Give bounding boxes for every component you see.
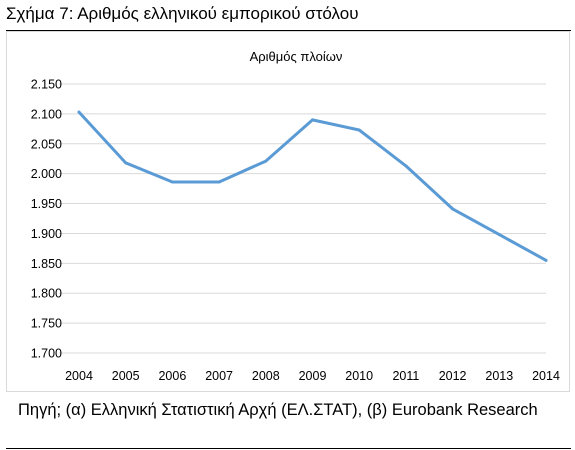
y-tick-label: 1.700 — [31, 347, 62, 361]
x-tick-label: 2013 — [485, 369, 513, 383]
data-point — [217, 180, 221, 184]
line-chart: Αριθμός πλοίων 1.700 1.750 1.800 1.850 1.900… — [6, 31, 570, 392]
data-point — [264, 159, 268, 163]
y-tick-label: 1.900 — [31, 227, 62, 241]
x-tick-label: 2014 — [532, 369, 560, 383]
x-tick-label: 2004 — [65, 369, 93, 383]
chart-title: Αριθμός πλοίων — [250, 49, 343, 64]
y-tick-label: 1.750 — [31, 317, 62, 331]
bottom-divider — [6, 448, 571, 449]
x-tick-label: 2012 — [439, 369, 467, 383]
x-tick-label: 2005 — [112, 369, 140, 383]
y-tick-label: 1.950 — [31, 197, 62, 211]
data-point — [170, 180, 174, 184]
y-tick-label: 2.050 — [31, 137, 62, 151]
data-point — [124, 161, 128, 165]
y-tick-label: 1.850 — [31, 257, 62, 271]
data-point — [77, 110, 81, 114]
data-point — [357, 128, 361, 132]
data-point — [497, 233, 501, 237]
data-point — [311, 118, 314, 122]
title-divider — [6, 30, 571, 31]
data-point — [451, 207, 455, 211]
chart-frame: Αριθμός πλοίων 1.700 1.750 1.800 1.850 1.900… — [6, 31, 570, 392]
data-point — [544, 258, 548, 262]
y-tick-label: 1.800 — [31, 287, 62, 301]
x-tick-label: 2011 — [392, 369, 419, 383]
data-point — [404, 164, 408, 168]
x-tick-label: 2009 — [299, 369, 327, 383]
gridlines — [59, 83, 546, 354]
x-axis-ticks: 2004 2005 2006 2007 2008 2009 2010 2011 2012 2013… — [65, 369, 560, 383]
y-tick-label: 2.150 — [31, 78, 62, 92]
x-tick-label: 2006 — [158, 369, 186, 383]
source-note: Πηγή; (α) Ελληνική Στατιστική Αρχή (ΕΛ.Σ… — [18, 401, 538, 419]
y-axis-ticks: 1.700 1.750 1.800 1.850 1.900 1.950 2.000 2.050… — [31, 78, 62, 361]
y-tick-label: 2.000 — [31, 167, 62, 181]
chart-border — [6, 31, 570, 392]
x-tick-label: 2008 — [252, 369, 280, 383]
x-tick-label: 2010 — [345, 369, 373, 383]
y-tick-label: 2.100 — [31, 107, 62, 121]
figure-title: Σχήμα 7: Αριθμός ελληνικού εμπορικού στό… — [6, 4, 359, 23]
series-layer — [77, 110, 548, 262]
x-tick-label: 2007 — [205, 369, 233, 383]
